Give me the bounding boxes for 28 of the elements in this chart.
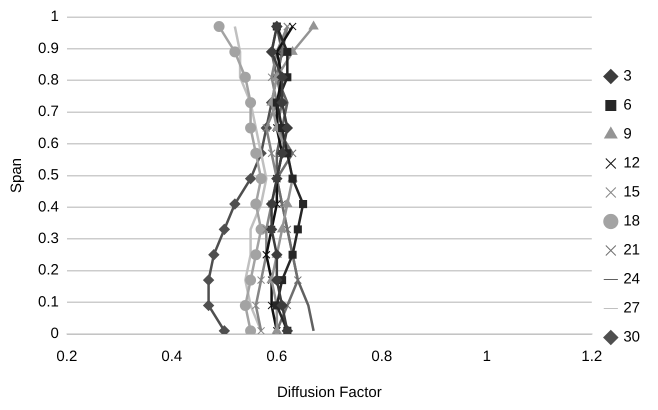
y-axis-title: Span [8, 158, 26, 194]
legend-label: 12 [623, 154, 640, 172]
y-tick-label: 0 [50, 325, 59, 342]
y-tick-label: 0.9 [38, 40, 59, 57]
y-tick-label: 0.6 [38, 134, 59, 152]
legend-label: 27 [623, 300, 640, 317]
y-tick-label: 0.7 [38, 103, 59, 120]
x-tick-label: 0.8 [371, 348, 392, 366]
legend-label: 15 [623, 184, 640, 201]
x-axis-title: Diffusion Factor [276, 384, 382, 402]
y-tick-label: 0.4 [38, 198, 59, 216]
x-tick-label: 0.4 [161, 348, 182, 366]
legend-label: 9 [623, 126, 632, 143]
x-tick-label: 1.2 [581, 348, 602, 366]
x-tick-label: 1 [482, 348, 491, 366]
y-tick-label: 1 [50, 8, 59, 26]
y-tick-label: 0.2 [38, 262, 59, 279]
legend-label: 18 [623, 212, 640, 230]
y-tick-label: 0.3 [38, 230, 59, 248]
legend-label: 24 [623, 270, 640, 288]
legend-label: 6 [623, 96, 632, 114]
x-tick-label: 0.6 [266, 348, 288, 366]
legend-label: 3 [623, 68, 632, 85]
legend-label: 21 [623, 242, 640, 259]
y-tick-label: 0.5 [38, 166, 59, 184]
y-tick-label: 0.8 [38, 72, 59, 89]
y-tick-label: 0.1 [38, 293, 59, 310]
legend-label: 30 [623, 328, 640, 346]
